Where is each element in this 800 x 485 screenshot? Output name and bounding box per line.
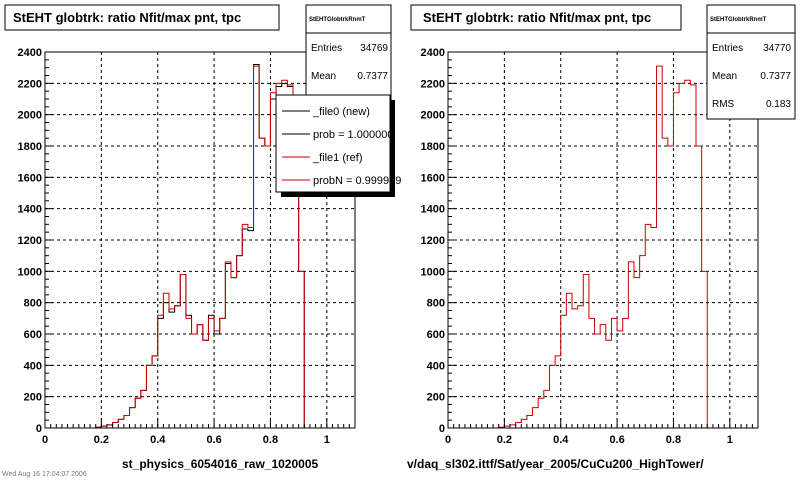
y-tick-label: 200 xyxy=(24,392,42,404)
legend-label-0: _file0 (new) xyxy=(312,106,370,118)
y-tick-label: 1600 xyxy=(421,172,445,184)
stats-entries-label-right: Entries xyxy=(712,43,743,54)
y-tick-label: 200 xyxy=(427,392,445,404)
y-tick-label: 400 xyxy=(427,360,445,372)
x-tick-label: 1 xyxy=(727,434,733,446)
footer-note: Wed Aug 16 17:04:07 2006 xyxy=(2,471,87,478)
stats-box-right: StEHTGlobtrkRnmT Entries 34770 Mean 0.73… xyxy=(706,4,796,120)
x-tick-label: 0.8 xyxy=(263,434,278,446)
y-tick-label: 1600 xyxy=(18,172,42,184)
y-tick-labels-left: 0 200 400 600 800 1000 1200 1400 1600 1800 2000 220… xyxy=(18,47,42,435)
y-tick-label: 1000 xyxy=(18,266,42,278)
stats-rms-label-right: RMS xyxy=(712,99,735,110)
y-tick-label: 0 xyxy=(36,423,42,435)
x-tick-label: 1 xyxy=(324,434,330,446)
y-tick-label: 400 xyxy=(24,360,42,372)
stats-rms-value-right: 0.183 xyxy=(766,99,791,110)
y-tick-label: 1400 xyxy=(18,204,42,216)
y-tick-label: 1200 xyxy=(421,235,445,247)
x-axis-label-right: v/daq_sl302.ittf/Sat/year_2005/CuCu200_H… xyxy=(407,457,704,471)
y-tick-label: 2400 xyxy=(18,47,42,59)
legend-label-1: prob = 1.000000 xyxy=(313,129,393,141)
x-tick-label: 0.2 xyxy=(94,434,109,446)
y-tick-label: 1400 xyxy=(421,204,445,216)
y-tick-label: 800 xyxy=(427,298,445,310)
x-tick-label: 0.4 xyxy=(150,434,166,446)
y-tick-label: 600 xyxy=(427,329,445,341)
y-tick-label: 0 xyxy=(439,423,445,435)
title-box-left xyxy=(4,4,280,31)
chart-title-left: StEHT globtrk: ratio Nfit/max pnt, tpc xyxy=(13,10,241,25)
histogram-left xyxy=(45,64,355,429)
axis-ticks-right xyxy=(447,51,753,429)
x-tick-labels-left: 0 0.2 0.4 0.6 0.8 1 xyxy=(42,434,330,446)
y-tick-label: 2400 xyxy=(421,47,445,59)
y-tick-label: 2200 xyxy=(18,78,42,90)
x-tick-label: 0.2 xyxy=(497,434,512,446)
histogram-right xyxy=(448,65,758,429)
x-tick-label: 0 xyxy=(445,434,451,446)
legend-label-2: _file1 (ref) xyxy=(312,152,363,164)
stats-name-right: StEHTGlobtrkRnmT xyxy=(710,17,767,23)
y-tick-label: 2000 xyxy=(18,110,42,122)
x-tick-label: 0.8 xyxy=(666,434,681,446)
x-tick-label: 0.6 xyxy=(609,434,624,446)
y-tick-label: 2200 xyxy=(421,78,445,90)
y-tick-label: 1200 xyxy=(18,235,42,247)
chart-title-right: StEHT globtrk: ratio Nfit/max pnt, tpc xyxy=(423,10,651,25)
x-tick-label: 0 xyxy=(42,434,48,446)
y-tick-label: 800 xyxy=(24,298,42,310)
stats-entries-value-left: 34769 xyxy=(360,43,388,54)
stats-entries-value-right: 34770 xyxy=(763,43,791,54)
legend-left: _file0 (new) prob = 1.000000 _file1 (ref… xyxy=(275,94,401,197)
y-tick-label: 1000 xyxy=(421,266,445,278)
stats-name-left: StEHTGlobtrkRnmT xyxy=(309,17,366,23)
y-tick-label: 2000 xyxy=(421,110,445,122)
stats-mean-label-left: Mean xyxy=(311,71,336,82)
y-tick-labels-right: 0 200 400 600 800 1000 1200 1400 1600 1800 2000 220… xyxy=(421,47,445,435)
axis-ticks-left xyxy=(44,51,350,429)
x-tick-labels-right: 0 0.2 0.4 0.6 0.8 1 xyxy=(445,434,733,446)
x-tick-label: 0.4 xyxy=(553,434,569,446)
y-tick-label: 1800 xyxy=(18,141,42,153)
x-axis-label-left: st_physics_6054016_raw_1020005 xyxy=(122,457,318,471)
stats-entries-label-left: Entries xyxy=(311,43,342,54)
chart-right: 0 200 400 600 800 1000 1200 1400 1600 1800 2000 220… xyxy=(407,4,796,471)
histogram-series-0 xyxy=(448,65,758,429)
y-tick-label: 1800 xyxy=(421,141,445,153)
stats-mean-value-left: 0.7377 xyxy=(357,71,388,82)
y-tick-label: 600 xyxy=(24,329,42,341)
histogram-series-1 xyxy=(45,65,355,429)
stats-mean-value-right: 0.7377 xyxy=(760,71,791,82)
legend-label-3: probN = 0.999999 xyxy=(313,175,401,187)
x-tick-label: 0.6 xyxy=(206,434,221,446)
stats-mean-label-right: Mean xyxy=(712,71,737,82)
title-box-right xyxy=(410,4,682,31)
chart-left: 0 200 400 600 800 1000 1200 1400 1600 1800 2000 220… xyxy=(4,4,401,471)
